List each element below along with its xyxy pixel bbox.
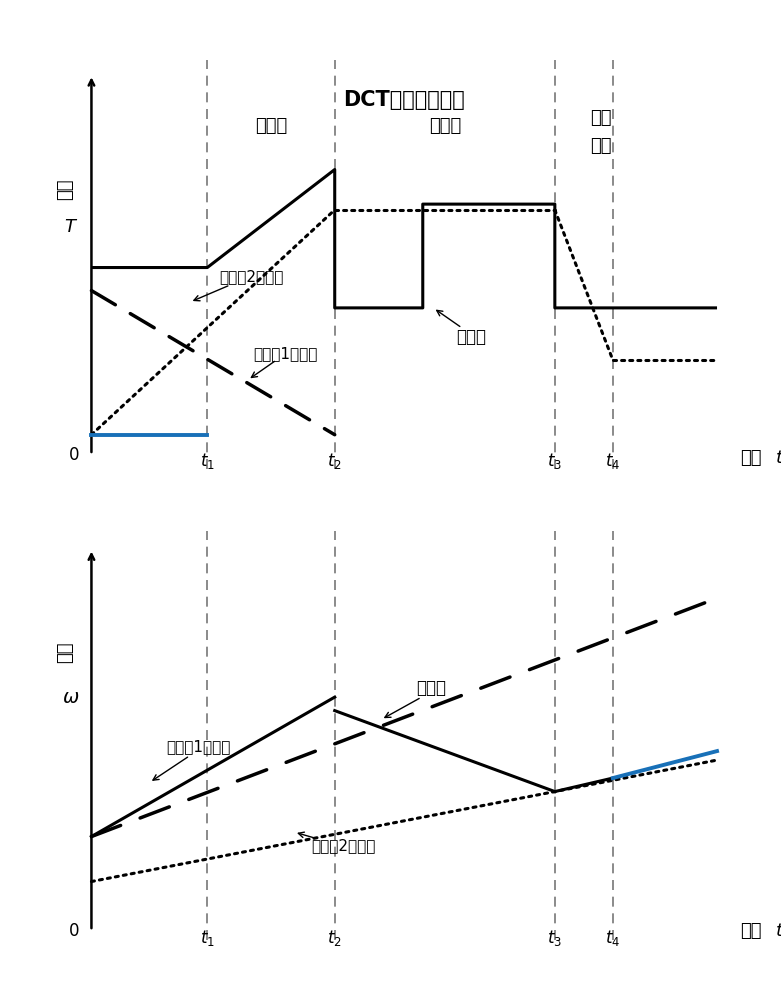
Text: 转速: 转速 — [56, 641, 74, 663]
Text: $t_3$: $t_3$ — [547, 451, 562, 471]
Text: $t$: $t$ — [775, 922, 781, 940]
Text: 离合器2从动盘: 离合器2从动盘 — [312, 838, 376, 853]
Text: 发动机: 发动机 — [415, 679, 446, 697]
Text: 转矩: 转矩 — [590, 109, 612, 127]
Text: 转矩: 转矩 — [56, 179, 74, 200]
Text: $t_1$: $t_1$ — [200, 928, 215, 948]
Text: 时间: 时间 — [740, 922, 761, 940]
Text: $t_4$: $t_4$ — [605, 451, 620, 471]
Text: $t_1$: $t_1$ — [200, 451, 215, 471]
Text: $t_2$: $t_2$ — [327, 451, 342, 471]
Text: 切换: 切换 — [590, 137, 612, 155]
Text: $t_3$: $t_3$ — [547, 928, 562, 948]
Text: 离合器1从动盘: 离合器1从动盘 — [254, 347, 318, 362]
Text: 时间: 时间 — [740, 449, 761, 467]
Text: 惯性相: 惯性相 — [429, 117, 461, 135]
Text: $t$: $t$ — [775, 449, 781, 467]
Text: $t_4$: $t_4$ — [605, 928, 620, 948]
Text: 离合器2从动盘: 离合器2从动盘 — [219, 269, 284, 284]
Text: DCT换挡滑摩阶段: DCT换挡滑摩阶段 — [344, 90, 465, 110]
Text: 转矩相: 转矩相 — [255, 117, 287, 135]
Text: 离合器1从动盘: 离合器1从动盘 — [166, 739, 231, 754]
Text: 发动机: 发动机 — [456, 328, 487, 346]
Text: 0: 0 — [69, 922, 80, 940]
Text: $T$: $T$ — [64, 218, 78, 236]
Text: $t_2$: $t_2$ — [327, 928, 342, 948]
Text: 0: 0 — [69, 446, 80, 464]
Text: $\omega$: $\omega$ — [62, 688, 80, 707]
